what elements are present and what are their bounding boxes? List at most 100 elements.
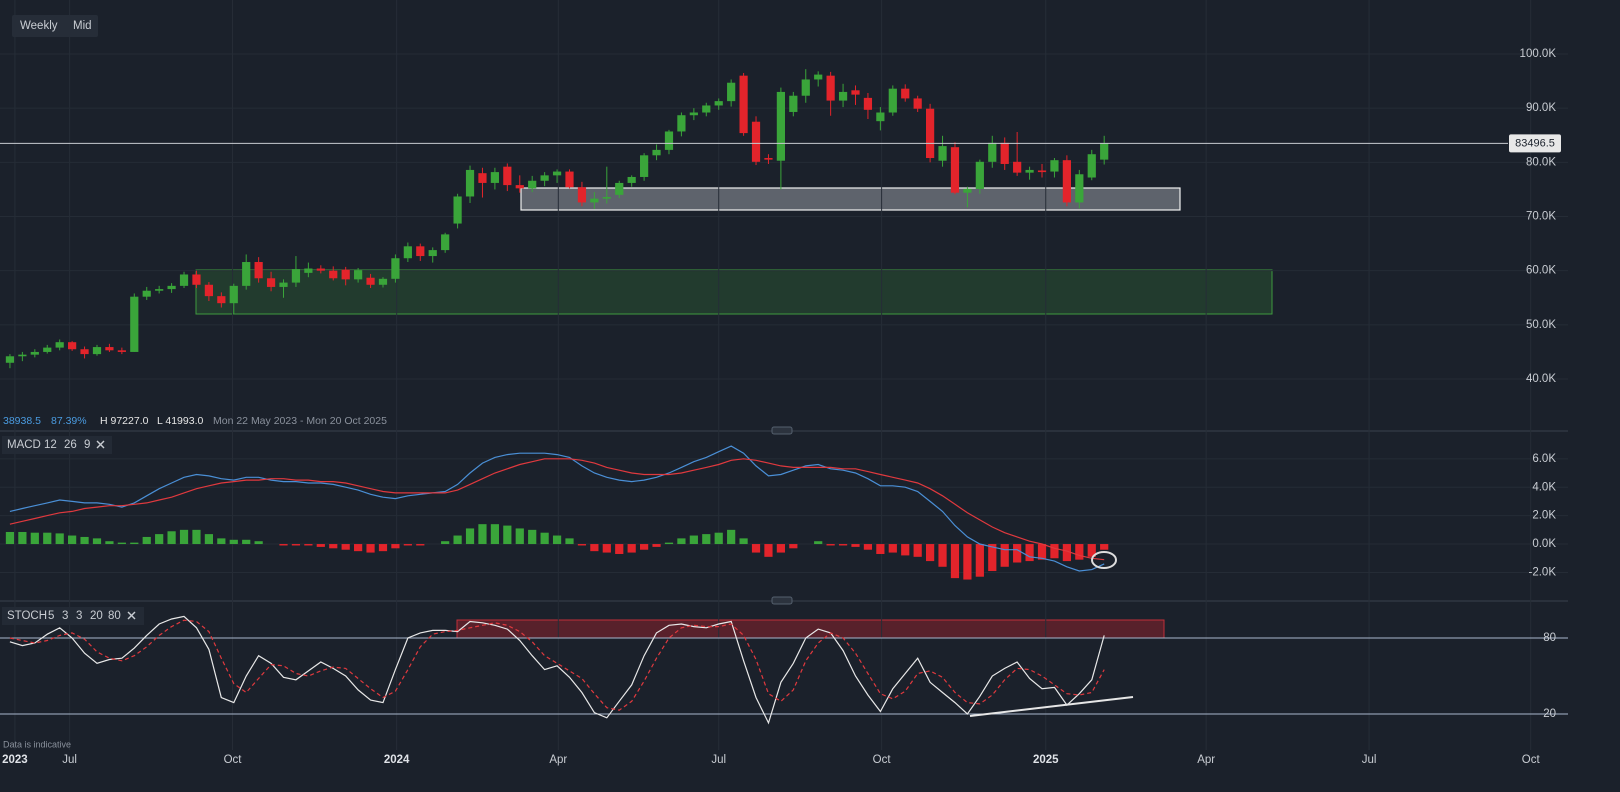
histogram-bar (739, 538, 748, 545)
plot-layer: 2023 Jul Oct 2024 Apr Jul Oct 2025 Apr Jul Oct 40.0… (0, 0, 1568, 766)
candle-body (714, 101, 723, 106)
candle-body (627, 176, 636, 183)
last-price-box (1509, 134, 1561, 153)
candle-body (490, 172, 499, 183)
candle-body (217, 296, 226, 304)
candle-body (1037, 170, 1047, 173)
x-tick-label: Oct (1522, 754, 1541, 766)
histogram-bar (105, 541, 114, 545)
macd-param: 12 (44, 439, 57, 451)
candle-body (926, 108, 935, 159)
high-value: H 97227.0 (100, 415, 149, 427)
histogram-bar (329, 544, 338, 549)
histogram-bar (242, 539, 251, 545)
histogram-bar (304, 544, 313, 546)
candle-body (565, 171, 574, 188)
histogram-bar (354, 544, 363, 552)
histogram-bar (279, 544, 288, 546)
histogram-bar (204, 534, 214, 545)
stoch-close[interactable] (127, 611, 136, 620)
candle-body (1000, 142, 1009, 164)
panel-handle[interactable] (771, 596, 793, 605)
y-tick-label: 80.0K (1526, 156, 1556, 168)
candle-body (727, 82, 736, 102)
candle-body (465, 169, 475, 197)
histogram-bar (55, 533, 64, 545)
panel-handle[interactable] (771, 426, 793, 435)
histogram-bar (229, 539, 238, 545)
histogram-bar (192, 529, 201, 545)
candle-body (391, 258, 400, 279)
histogram-bar (677, 538, 686, 545)
histogram-bar (217, 538, 226, 545)
histogram-bar (838, 544, 848, 546)
candle-body (229, 285, 238, 304)
stoch-param: 3 (76, 610, 82, 622)
histogram-bar (814, 541, 823, 545)
histogram-bar (950, 544, 960, 579)
candle-body (689, 112, 698, 116)
y-tick-label: 60.0K (1526, 265, 1556, 277)
histogram-bar (577, 544, 587, 546)
candle-body (751, 121, 761, 162)
macd-param: 26 (64, 439, 77, 451)
histogram-bar (68, 535, 77, 545)
candle-body (640, 155, 649, 177)
candle-body (478, 173, 487, 183)
histogram-bar (18, 531, 27, 545)
histogram-bar (988, 544, 997, 572)
candle-body (1087, 154, 1096, 178)
histogram-bar (291, 544, 301, 546)
candle-body (863, 97, 873, 110)
candle-body (279, 282, 288, 287)
histogram-bar (913, 544, 922, 557)
histogram-bar (130, 542, 139, 545)
candle-body (441, 234, 450, 251)
candle-body (105, 347, 114, 351)
candle-body (179, 274, 189, 286)
change-value: 38938.5 (3, 415, 41, 427)
histogram-bar (727, 529, 736, 545)
macd-close[interactable] (96, 440, 105, 449)
candle-body (515, 185, 524, 189)
histogram-bar (1050, 544, 1059, 559)
histogram-bar (179, 529, 189, 545)
candle-body (428, 250, 437, 257)
y-tick-label: 6.0K (1532, 453, 1556, 465)
histogram-bar (640, 544, 649, 550)
interval-button[interactable]: Weekly (20, 20, 58, 32)
histogram-bar (540, 532, 549, 545)
candle-body (453, 196, 462, 224)
date-range: Mon 22 May 2023 - Mon 20 Oct 2025 (213, 415, 387, 427)
histogram-bar (43, 532, 52, 545)
candle-body (739, 75, 748, 134)
histogram-bar (167, 531, 176, 545)
histogram-bar (590, 544, 599, 552)
indicator-line (9, 619, 1105, 711)
candle-body (242, 262, 251, 286)
candle-body (602, 197, 611, 199)
y-tick-label: 80 (1543, 632, 1556, 644)
histogram-bar (702, 534, 711, 545)
indicator-line (9, 445, 1105, 572)
candle-body (664, 131, 674, 150)
macd-title: MACD (7, 439, 41, 451)
candle-body (913, 98, 922, 109)
histogram-bar (938, 544, 947, 567)
histogram-bar (117, 542, 126, 545)
histogram-bar (652, 544, 661, 547)
histogram-bar (341, 544, 350, 550)
price-type-button[interactable]: Mid (73, 20, 92, 32)
stoch-param: 80 (108, 610, 121, 622)
histogram-bar (254, 541, 263, 545)
histogram-bar (453, 535, 462, 545)
y-tick-label: 2.0K (1532, 510, 1556, 522)
stoch-label-box (2, 607, 144, 625)
histogram-bar (851, 544, 860, 547)
histogram-bar (963, 544, 972, 580)
candle-body (1062, 160, 1071, 203)
candle-body (975, 161, 984, 189)
